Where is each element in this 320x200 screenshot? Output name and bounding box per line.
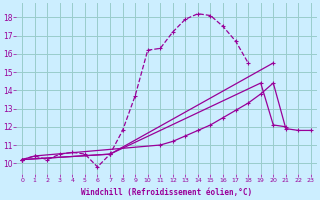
X-axis label: Windchill (Refroidissement éolien,°C): Windchill (Refroidissement éolien,°C) [81, 188, 252, 197]
